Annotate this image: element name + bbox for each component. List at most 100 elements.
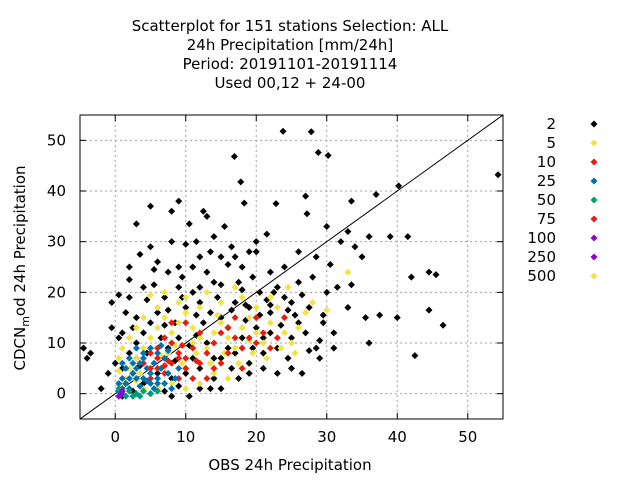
data-point bbox=[323, 288, 331, 296]
data-point bbox=[221, 222, 229, 230]
legend-label: 2 bbox=[546, 115, 556, 133]
data-point bbox=[115, 367, 123, 375]
data-point bbox=[118, 329, 126, 337]
data-point bbox=[295, 319, 303, 327]
data-point bbox=[132, 314, 140, 322]
data-point bbox=[178, 359, 186, 367]
data-point bbox=[312, 344, 320, 352]
data-point bbox=[210, 369, 218, 377]
data-point bbox=[189, 324, 197, 332]
data-point bbox=[164, 369, 172, 377]
y-axis-label-main: CDCN bbox=[11, 327, 29, 371]
series-10 bbox=[139, 314, 288, 382]
data-point bbox=[147, 202, 154, 210]
series-25 bbox=[115, 342, 183, 395]
data-point bbox=[161, 362, 169, 370]
data-point bbox=[206, 248, 214, 256]
legend-label: 75 bbox=[537, 210, 556, 228]
data-point bbox=[122, 380, 130, 388]
data-point bbox=[143, 377, 151, 385]
data-point bbox=[224, 374, 232, 382]
data-point bbox=[161, 380, 169, 388]
data-point bbox=[272, 200, 280, 208]
data-point bbox=[302, 329, 310, 337]
data-point bbox=[125, 276, 133, 284]
legend-marker bbox=[590, 158, 598, 166]
data-point bbox=[240, 199, 248, 207]
data-point bbox=[210, 278, 218, 286]
data-point bbox=[154, 380, 162, 388]
data-point bbox=[245, 369, 253, 377]
data-point bbox=[280, 263, 288, 271]
data-point bbox=[132, 339, 140, 347]
data-point bbox=[210, 329, 218, 337]
data-point bbox=[182, 309, 190, 317]
data-point bbox=[395, 182, 403, 190]
data-point bbox=[157, 342, 165, 350]
data-point bbox=[324, 152, 332, 160]
data-point bbox=[115, 334, 123, 342]
data-point bbox=[154, 354, 162, 362]
data-point bbox=[344, 228, 352, 236]
data-point bbox=[425, 306, 433, 314]
legend-label: 25 bbox=[537, 172, 556, 190]
data-point bbox=[168, 380, 176, 388]
data-point bbox=[118, 374, 126, 382]
data-point bbox=[175, 319, 183, 327]
data-point bbox=[252, 248, 260, 256]
data-point bbox=[238, 344, 246, 352]
data-point bbox=[252, 314, 260, 322]
data-point bbox=[249, 344, 257, 352]
plot-frame bbox=[79, 114, 504, 420]
data-point bbox=[161, 369, 169, 377]
data-point bbox=[231, 349, 239, 357]
data-point bbox=[139, 349, 147, 357]
data-point bbox=[273, 283, 281, 291]
data-point bbox=[365, 339, 373, 347]
x-tick-label: 0 bbox=[110, 428, 120, 446]
data-point bbox=[224, 334, 232, 342]
series-75 bbox=[147, 354, 183, 372]
data-point bbox=[164, 347, 172, 355]
data-point bbox=[256, 288, 264, 296]
data-point bbox=[231, 314, 239, 322]
legend-item: 100 bbox=[527, 229, 598, 247]
data-point bbox=[132, 324, 140, 332]
data-point bbox=[249, 349, 257, 357]
data-point bbox=[150, 359, 158, 367]
data-point bbox=[284, 306, 292, 314]
data-point bbox=[288, 298, 295, 306]
data-point bbox=[125, 349, 133, 357]
data-point bbox=[150, 266, 158, 274]
data-point bbox=[125, 387, 133, 395]
data-point bbox=[182, 319, 190, 327]
data-point bbox=[235, 374, 243, 382]
data-point bbox=[171, 319, 179, 327]
data-point bbox=[157, 334, 165, 342]
plot-area bbox=[80, 115, 503, 419]
data-point bbox=[122, 374, 130, 382]
data-point bbox=[117, 391, 125, 399]
data-point bbox=[288, 364, 295, 372]
data-point bbox=[295, 278, 303, 286]
y-tick-label: 40 bbox=[47, 182, 66, 200]
data-point bbox=[136, 382, 144, 390]
data-point bbox=[347, 281, 355, 289]
data-point bbox=[196, 364, 204, 372]
data-point bbox=[228, 306, 236, 314]
data-point bbox=[238, 324, 246, 332]
data-point bbox=[199, 319, 207, 327]
data-point bbox=[139, 359, 147, 367]
data-point bbox=[266, 293, 274, 301]
data-point bbox=[302, 192, 310, 200]
data-point bbox=[122, 364, 130, 372]
data-point bbox=[291, 349, 299, 357]
data-point bbox=[182, 364, 190, 372]
data-point bbox=[154, 324, 162, 332]
data-point bbox=[154, 304, 162, 312]
legend-marker bbox=[590, 196, 598, 204]
data-point bbox=[154, 369, 162, 377]
data-point bbox=[323, 222, 331, 230]
data-point bbox=[189, 339, 197, 347]
data-point bbox=[231, 344, 239, 352]
